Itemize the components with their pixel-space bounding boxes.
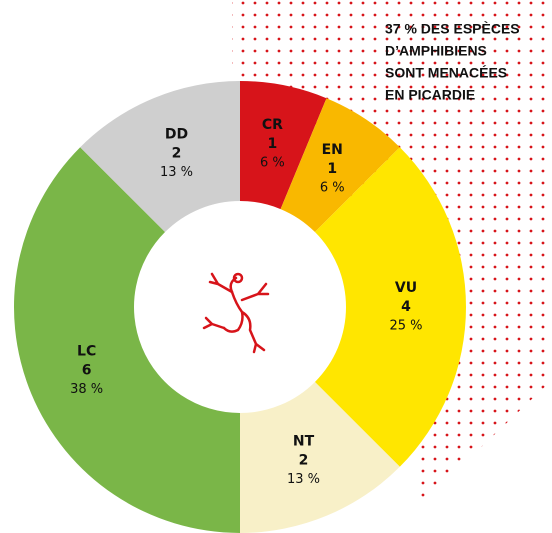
slice-count: 4 — [401, 299, 411, 315]
slice-count: 6 — [82, 363, 92, 379]
slice-percent: 38 % — [70, 382, 103, 397]
slice-count: 2 — [299, 452, 309, 468]
slice-code: DD — [165, 127, 188, 143]
slice-code: VU — [395, 280, 417, 296]
slice-code: CR — [262, 117, 283, 133]
slice — [240, 381, 400, 533]
slice — [280, 98, 400, 233]
slice-percent: 13 % — [287, 472, 320, 487]
slice-code: EN — [322, 142, 343, 158]
slice-code: NT — [293, 433, 315, 449]
slice-percent: 13 % — [160, 165, 193, 180]
chart-title: D’AMPHIBIENS — [385, 43, 487, 59]
slice-percent: 6 % — [320, 180, 345, 195]
slice-count: 1 — [268, 136, 278, 152]
slice-count: 2 — [172, 146, 182, 162]
chart-title: 37 % DES ESPÈCES — [385, 21, 520, 37]
slice — [14, 147, 240, 533]
chart-title: EN PICARDIE — [385, 87, 475, 103]
frog-icon — [202, 272, 270, 354]
slice-count: 1 — [327, 161, 337, 177]
slice — [80, 81, 240, 233]
slice — [314, 147, 466, 467]
slice — [240, 81, 327, 210]
slice-percent: 25 % — [389, 319, 422, 334]
slice-code: LC — [77, 344, 96, 360]
chart-title: SONT MENACÉES — [385, 65, 507, 81]
slice-percent: 6 % — [260, 156, 285, 171]
donut — [14, 81, 466, 533]
